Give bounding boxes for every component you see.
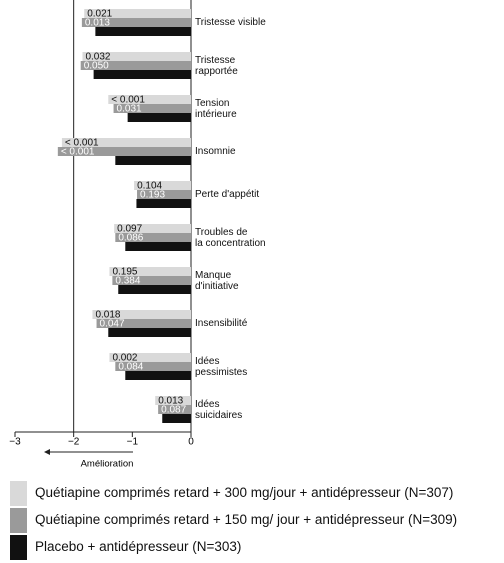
p-value-label: 0.013 xyxy=(85,18,110,29)
p-value-label: 0.104 xyxy=(137,181,162,192)
p-value-label: 0.195 xyxy=(112,267,137,278)
p-value-label: 0.018 xyxy=(95,310,120,321)
x-tick-label: 0 xyxy=(188,437,194,448)
arrow-head xyxy=(44,449,50,455)
bar xyxy=(61,138,191,147)
legend-label: Placebo + antidépresseur (N=303) xyxy=(35,539,242,554)
bar xyxy=(115,156,191,165)
p-value-label: < 0.001 xyxy=(65,138,99,149)
bar xyxy=(109,353,191,362)
bar xyxy=(108,95,191,104)
p-value-label: 0.084 xyxy=(118,362,143,373)
bar xyxy=(158,405,191,414)
bar xyxy=(108,328,191,337)
p-value-label: 0.087 xyxy=(161,405,186,416)
legend-swatch xyxy=(10,481,27,506)
p-value-label: 0.097 xyxy=(117,224,142,235)
bar xyxy=(136,199,191,208)
bar xyxy=(95,27,191,36)
p-value-label: 0.193 xyxy=(140,190,165,201)
bar xyxy=(93,70,191,79)
legend-label: Quétiapine comprimés retard + 150 mg/ jo… xyxy=(35,512,458,527)
bar xyxy=(137,190,191,199)
bar xyxy=(162,414,191,423)
category-label: Perte d'appétit xyxy=(195,189,260,200)
bar xyxy=(82,52,191,61)
bar xyxy=(127,113,191,122)
bar xyxy=(114,224,191,233)
bar xyxy=(155,396,191,405)
bar xyxy=(125,371,191,380)
x-tick-label: −2 xyxy=(68,437,80,448)
category-label: Tristesse visible xyxy=(195,17,266,28)
bar xyxy=(118,285,191,294)
p-value-label: 0.002 xyxy=(112,353,137,364)
category-label: Insensibilité xyxy=(195,318,248,329)
p-value-label: 0.384 xyxy=(115,276,140,287)
legend-label: Quétiapine comprimés retard + 300 mg/jou… xyxy=(35,485,454,500)
x-tick-label: −3 xyxy=(9,437,21,448)
category-label: Idées pessimistes xyxy=(195,355,248,378)
bar xyxy=(113,104,191,113)
category-label: Insomnie xyxy=(195,146,236,157)
legend-swatch xyxy=(10,535,27,560)
category-label: Tension intérieure xyxy=(195,97,237,120)
bar xyxy=(134,181,191,190)
p-value-label: < 0.001 xyxy=(61,147,95,158)
bar xyxy=(115,362,191,371)
category-label: Manque d'initiative xyxy=(195,269,239,292)
bar xyxy=(109,267,191,276)
p-value-label: 0.050 xyxy=(84,61,109,72)
p-value-label: < 0.001 xyxy=(111,95,145,106)
p-value-label: 0.086 xyxy=(118,233,143,244)
p-value-label: 0.013 xyxy=(158,396,183,407)
bar xyxy=(84,9,191,18)
bar xyxy=(81,18,191,27)
p-value-label: 0.032 xyxy=(85,52,110,63)
bar xyxy=(112,276,191,285)
legend-swatch xyxy=(10,508,27,533)
bar xyxy=(115,233,191,242)
x-axis-label: Amélioration xyxy=(81,459,134,470)
p-value-label: 0.047 xyxy=(100,319,125,330)
category-label: Tristesse rapportée xyxy=(195,54,238,77)
p-value-label: 0.021 xyxy=(87,9,112,20)
bar xyxy=(92,310,191,319)
bar xyxy=(125,242,191,251)
bar xyxy=(80,61,191,70)
bar xyxy=(57,147,192,156)
category-label: Idées suicidaires xyxy=(195,398,243,421)
x-tick-label: −1 xyxy=(127,437,139,448)
p-value-label: 0.031 xyxy=(117,104,142,115)
bar xyxy=(96,319,191,328)
category-label: Troubles de la concentration xyxy=(195,226,266,249)
